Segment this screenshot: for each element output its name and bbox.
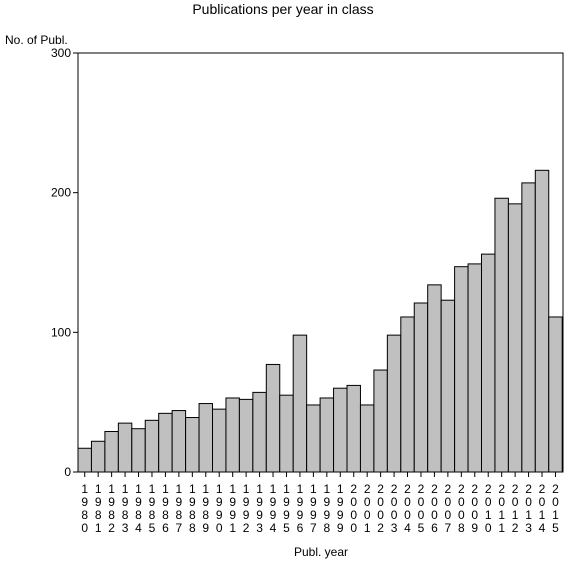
bar-2000 [346, 384, 361, 473]
bar-2012 [507, 203, 523, 473]
bar-2007 [440, 299, 456, 473]
bar-2004 [400, 316, 415, 473]
bar-1981 [90, 440, 106, 473]
bar-1996 [292, 334, 308, 473]
bar-1995 [279, 394, 294, 473]
y-tick-label: 100 [51, 325, 71, 339]
bar-2015 [548, 316, 563, 473]
bar-2009 [467, 263, 482, 473]
bar-1985 [144, 419, 160, 473]
y-tick-label: 300 [51, 46, 71, 60]
y-axis-ticks: 0 100 200 300 [51, 46, 78, 479]
bar-1984 [131, 428, 146, 473]
bar-1986 [158, 412, 173, 473]
bar-1983 [117, 422, 133, 473]
bar-1989 [198, 403, 214, 473]
x-axis-label: Publ. year [294, 545, 348, 559]
y-axis-label: No. of Publ. [5, 33, 68, 47]
bar-2008 [454, 266, 469, 473]
bar-1993 [252, 391, 267, 473]
bar-1982 [104, 431, 119, 473]
bar-1987 [171, 410, 187, 473]
bar-1998 [319, 397, 335, 473]
y-tick-label: 200 [51, 186, 71, 200]
bar-2005 [413, 302, 429, 473]
plot-frame [77, 52, 564, 473]
bar-2011 [494, 197, 509, 473]
bar-2013 [521, 182, 536, 473]
bar-2006 [427, 284, 442, 473]
bars-group [77, 169, 563, 473]
bar-1990 [212, 408, 227, 473]
bar-1997 [306, 404, 321, 473]
bar-2014 [534, 169, 550, 473]
bar-2003 [386, 334, 402, 473]
bar-2002 [373, 369, 388, 473]
bar-2001 [359, 404, 375, 473]
bar-2010 [481, 253, 496, 473]
x-axis-ticks: 1 9 8 0 1 9 8 1 1 9 8 2 1 9 8 3 1 9 8 4 1 9 8 5 1 9 8 6 1 9 8 7 1 9 8 8 1 9 8 9… [81, 472, 559, 535]
bar-1991 [225, 397, 240, 473]
bar-1988 [185, 417, 200, 473]
bar-1980 [77, 447, 92, 473]
chart-title: Publications per year in class [192, 1, 373, 17]
bar-1999 [333, 387, 348, 473]
bar-1992 [238, 398, 254, 473]
y-tick-label: 0 [64, 465, 71, 479]
bar-1994 [265, 363, 281, 473]
